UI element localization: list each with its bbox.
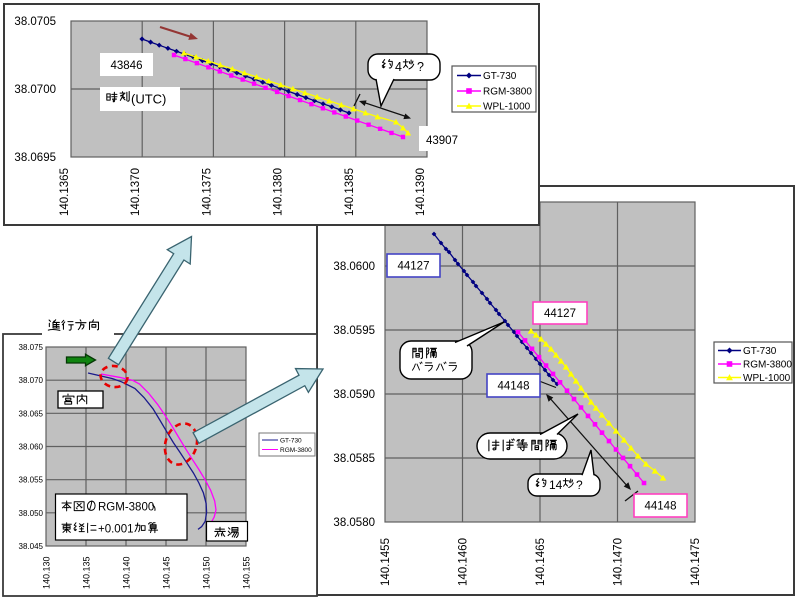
svg-text:44127: 44127 <box>398 261 430 273</box>
svg-text:140.1470: 140.1470 <box>613 538 625 586</box>
svg-text:140.155: 140.155 <box>242 556 252 589</box>
svg-text:140.1380: 140.1380 <box>273 168 285 216</box>
svg-text:4: 4 <box>395 60 402 74</box>
svg-text:GT-730: GT-730 <box>280 438 302 445</box>
svg-text:140.1465: 140.1465 <box>535 538 547 586</box>
svg-text:140.1460: 140.1460 <box>458 538 470 586</box>
svg-text:WPL-1000: WPL-1000 <box>483 102 531 113</box>
svg-text:38.0595: 38.0595 <box>333 325 375 337</box>
svg-text:44127: 44127 <box>544 308 576 320</box>
svg-text:38.0600: 38.0600 <box>333 261 375 273</box>
svg-text:140.140: 140.140 <box>122 556 132 589</box>
svg-text:?: ? <box>576 478 583 492</box>
svg-text:140.1375: 140.1375 <box>201 168 213 216</box>
svg-text:140.1365: 140.1365 <box>59 168 71 216</box>
svg-text:140.1475: 140.1475 <box>690 538 702 586</box>
svg-text:43907: 43907 <box>426 135 458 147</box>
svg-text:38.0700: 38.0700 <box>14 84 56 96</box>
svg-text:GT-730: GT-730 <box>743 346 777 357</box>
svg-text:14: 14 <box>549 478 563 492</box>
svg-text:38.055: 38.055 <box>19 476 44 485</box>
svg-text:43846: 43846 <box>111 60 143 72</box>
svg-text:38.070: 38.070 <box>19 376 44 385</box>
svg-text:140.1385: 140.1385 <box>344 168 356 216</box>
svg-text:38.075: 38.075 <box>19 343 44 352</box>
svg-text:38.0590: 38.0590 <box>333 389 375 401</box>
svg-text:38.050: 38.050 <box>19 509 44 518</box>
svg-text:38.0695: 38.0695 <box>14 152 56 164</box>
svg-text:140.1390: 140.1390 <box>415 168 427 216</box>
svg-text:140.1370: 140.1370 <box>130 168 142 216</box>
svg-text:RGM-3800: RGM-3800 <box>98 502 154 514</box>
svg-text:38.060: 38.060 <box>19 443 44 452</box>
svg-text:RGM-3800: RGM-3800 <box>743 360 792 371</box>
svg-text:38.045: 38.045 <box>19 542 44 551</box>
svg-text:38.0705: 38.0705 <box>14 16 56 28</box>
svg-text:38.065: 38.065 <box>19 409 44 418</box>
svg-text:GT-730: GT-730 <box>483 71 517 82</box>
svg-text:140.145: 140.145 <box>162 556 172 589</box>
svg-text:38.0585: 38.0585 <box>333 453 375 465</box>
svg-text:(UTC): (UTC) <box>131 92 166 107</box>
svg-text:44148: 44148 <box>498 381 530 393</box>
svg-text:RGM-3800: RGM-3800 <box>280 447 312 454</box>
svg-text:?: ? <box>417 60 424 74</box>
svg-text:140.1455: 140.1455 <box>380 538 392 586</box>
svg-text:38.0580: 38.0580 <box>333 517 375 529</box>
svg-text:RGM-3800: RGM-3800 <box>483 87 532 98</box>
svg-text:WPL-1000: WPL-1000 <box>743 373 791 384</box>
svg-text:140.150: 140.150 <box>202 556 212 589</box>
svg-text:140.135: 140.135 <box>82 556 92 589</box>
svg-text:140.130: 140.130 <box>42 556 52 589</box>
svg-text:+0.001: +0.001 <box>98 524 134 536</box>
svg-text:44148: 44148 <box>645 501 677 513</box>
